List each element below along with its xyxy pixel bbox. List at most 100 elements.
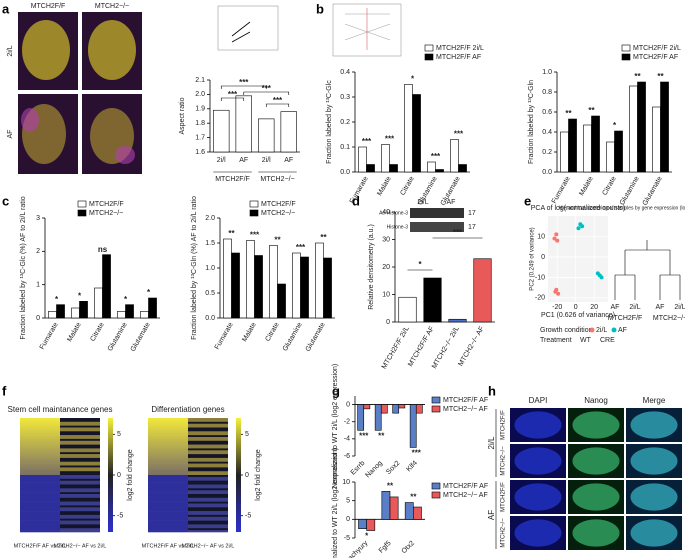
heatmap-cell xyxy=(188,509,228,512)
heatmap-cell xyxy=(20,454,60,457)
legend-label: MTCH2F/F AF xyxy=(436,54,481,61)
micrograph-colony xyxy=(572,447,620,475)
y-axis-label: Normalized to WT 2i/L (log2 expression) xyxy=(332,448,339,558)
legend-label: MTCH2F/F xyxy=(261,201,296,208)
heatmap-cell xyxy=(188,465,228,468)
legend-label: WT xyxy=(580,337,592,344)
heatmap-cell xyxy=(188,435,228,438)
legend-label: MTCH2−/− xyxy=(89,210,123,217)
heatmap-cell xyxy=(148,427,188,430)
heatmap-cell xyxy=(20,473,60,476)
colorbar-label: log2 fold change xyxy=(127,449,134,500)
heatmap-cell xyxy=(60,514,100,518)
y-axis-label: Fraction labeled by ¹³C-Glc (%) AF to 2i… xyxy=(20,196,27,339)
heatmap-cell xyxy=(188,499,228,502)
heatmap-cell xyxy=(20,419,60,423)
heatmap-cell xyxy=(188,480,228,483)
x-tick-label: MTCH2F/F AF xyxy=(407,325,436,368)
image-col-label: MTCH2−/− xyxy=(95,3,129,10)
heatmap-cell xyxy=(148,511,188,514)
image-row-label: 2i/L xyxy=(7,45,14,56)
heatmap-cell xyxy=(60,484,100,487)
x-tick-label: AF xyxy=(239,157,248,164)
heatmap-cell xyxy=(148,467,188,470)
heatmap-cell xyxy=(148,492,188,495)
bar xyxy=(125,304,134,319)
heatmap-cell xyxy=(148,469,188,472)
significance-bracket xyxy=(243,91,290,95)
y-tick-label: 0 xyxy=(346,516,350,523)
heatmap-cell xyxy=(20,507,60,510)
heatmap-cell xyxy=(60,501,100,504)
bar xyxy=(269,245,278,319)
heatmap-cell xyxy=(60,463,100,466)
x-tick-label: MTCH2F/F 2i/L xyxy=(381,325,411,370)
heatmap-cell xyxy=(148,490,188,493)
heatmap-cell xyxy=(60,499,100,502)
heatmap-cell xyxy=(188,454,228,457)
heatmap-cell xyxy=(188,501,228,504)
micrograph-colony xyxy=(514,519,562,547)
heatmap-cell xyxy=(60,520,100,523)
row-label: MTCH2−/− xyxy=(501,518,507,548)
heatmap-cell xyxy=(188,488,228,491)
heatmap-cell xyxy=(148,476,188,480)
heatmap-cell xyxy=(60,433,100,436)
heatmap-cell xyxy=(188,427,228,430)
heatmap-cell xyxy=(20,482,60,485)
x-tick-label: 2i/l xyxy=(262,157,271,164)
bar xyxy=(409,404,417,448)
y-tick-label: 0.5 xyxy=(205,290,215,297)
heatmap-cell xyxy=(188,429,228,432)
bar xyxy=(235,95,252,153)
heatmap-cell xyxy=(148,482,188,485)
y-tick-label: 0.0 xyxy=(205,315,215,322)
heatmap-cell xyxy=(20,446,60,449)
heatmap-cell xyxy=(148,507,188,510)
significance: ** xyxy=(565,109,572,118)
bar xyxy=(246,240,255,319)
heatmap-cell xyxy=(148,524,188,527)
x-tick-label: Nanog xyxy=(364,460,384,480)
legend-swatch xyxy=(621,44,631,52)
legend-swatch xyxy=(431,482,441,490)
x-tick-label: Fumarate xyxy=(214,321,235,351)
bar xyxy=(398,296,417,323)
heatmap-cell xyxy=(60,509,100,512)
heatmap-cell xyxy=(188,448,228,451)
bar xyxy=(358,519,367,529)
heatmap-cell xyxy=(20,438,60,442)
heatmap-cell xyxy=(60,465,100,468)
x-tick-label: Malate xyxy=(241,321,258,343)
colorbar-tick-label: 5 xyxy=(117,431,121,438)
heatmap-cell xyxy=(148,486,188,489)
blot-size: 17 xyxy=(468,224,476,231)
heatmap-cell xyxy=(20,425,60,428)
heatmap-cell xyxy=(60,486,100,489)
bar xyxy=(412,94,421,173)
bar xyxy=(404,502,414,520)
legend-swatch xyxy=(77,200,87,208)
significance: ns xyxy=(98,245,108,254)
y-tick-label: 1.0 xyxy=(205,265,215,272)
dendrogram-title: Hierarchical clustering of samples by ge… xyxy=(559,205,685,211)
heatmap-cell xyxy=(188,452,228,455)
y-tick-label: 10 xyxy=(537,233,545,240)
bar xyxy=(380,404,388,414)
y-tick-label: 10 xyxy=(382,291,390,298)
heatmap-cell xyxy=(188,473,228,476)
heatmap-cell xyxy=(148,497,188,500)
dendrogram-group: MTCH2−/− xyxy=(653,315,685,322)
heatmap-cell xyxy=(188,444,228,447)
x-tick-label: MTCH2−/− AF xyxy=(457,325,485,367)
legend-swatch xyxy=(431,491,441,499)
heatmap-cell xyxy=(60,471,100,474)
heatmap-cell xyxy=(20,514,60,518)
heatmap-cell xyxy=(148,446,188,449)
heatmap-cell xyxy=(20,437,60,440)
heatmap-cell xyxy=(20,488,60,491)
image-col-label: DAPI xyxy=(529,396,548,405)
significance: ** xyxy=(378,431,385,440)
colorbar-tick-label: -5 xyxy=(245,513,251,520)
point xyxy=(554,287,559,292)
